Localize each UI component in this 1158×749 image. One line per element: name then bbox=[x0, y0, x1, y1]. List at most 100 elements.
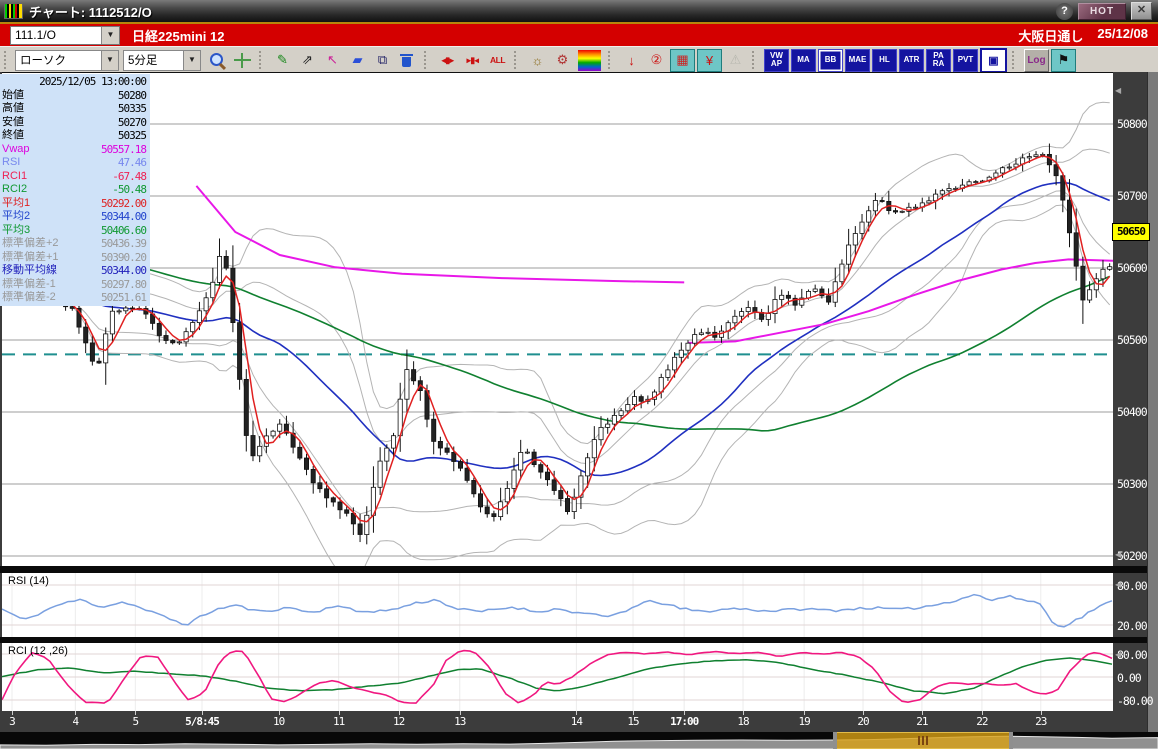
info-row-label: 標準偏差-2 bbox=[2, 291, 56, 303]
timeframe-select[interactable]: 5分足 ▼ bbox=[123, 49, 201, 71]
rsi-panel[interactable]: RSI (14) bbox=[2, 573, 1113, 637]
widen-bars-icon[interactable]: ◂▮▸ bbox=[436, 49, 459, 71]
session-date: 25/12/08 bbox=[1097, 25, 1148, 41]
info-row-label: 標準偏差+1 bbox=[2, 250, 59, 263]
info-row-value: 50297.80 bbox=[101, 277, 147, 291]
timeframe-value: 5分足 bbox=[128, 55, 158, 67]
symbol-dropdown-arrow-icon[interactable]: ▼ bbox=[101, 26, 119, 44]
info-row-value: 50270 bbox=[117, 115, 147, 129]
navigator-grip[interactable] bbox=[1009, 732, 1014, 749]
frame-button[interactable]: ▣ bbox=[980, 47, 1007, 73]
navigator-minimap[interactable] bbox=[0, 732, 1158, 749]
atr-button[interactable]: ATR bbox=[899, 48, 924, 72]
toolbar-grip bbox=[259, 51, 265, 69]
time-tick-mark bbox=[459, 711, 461, 715]
panel-collapse-arrow[interactable]: ◀ bbox=[1115, 650, 1122, 659]
time-tick-mark bbox=[576, 711, 578, 715]
bb-button[interactable]: BB bbox=[818, 48, 843, 72]
symbol-select[interactable]: 111.1/O ▼ bbox=[10, 25, 120, 45]
info-row-value: 50390.20 bbox=[101, 250, 147, 264]
navigator-handle[interactable] bbox=[917, 736, 928, 745]
rci-panel[interactable]: RCI (12 ,26) bbox=[2, 643, 1113, 711]
price-axis-label: 50300 bbox=[1117, 477, 1148, 491]
log-scale-button[interactable]: Log bbox=[1024, 48, 1049, 72]
toolbar-grip bbox=[514, 51, 520, 69]
panel-collapse-arrow[interactable]: ◀ bbox=[1115, 86, 1122, 95]
info-row: 平均1 50292.00 bbox=[0, 197, 150, 211]
time-axis-label: 3 bbox=[9, 715, 16, 728]
panel-collapse-arrow[interactable]: ◀ bbox=[1115, 550, 1122, 559]
zoom-icon[interactable] bbox=[206, 49, 229, 71]
rsi-svg bbox=[2, 573, 1113, 637]
mae-button[interactable]: MAE bbox=[845, 48, 870, 72]
info-row-label: 標準偏差-1 bbox=[2, 277, 56, 290]
main-chart-plot[interactable] bbox=[2, 72, 1113, 567]
pvt-button[interactable]: PVT bbox=[953, 48, 978, 72]
trendline-icon[interactable]: ⇗ bbox=[296, 49, 319, 71]
last-price-tag: 50650 bbox=[1112, 223, 1150, 241]
info-row: 終値 50325 bbox=[0, 129, 150, 143]
panel-separator[interactable] bbox=[0, 637, 1147, 643]
board-icon[interactable]: ▦ bbox=[670, 48, 695, 72]
chevron-down-icon[interactable]: ▼ bbox=[101, 50, 118, 70]
toolbar: ローソク ▼ 5分足 ▼ ✎ ⇗ ↖ ▰ ⧉ ◂▮▸ ▸▮◂ ALL ☼ ⚙ ↓ ② ▦ ¥ ⚠ VW AP M… bbox=[0, 46, 1158, 74]
time-tick-mark bbox=[1040, 711, 1042, 715]
info-row: Vwap 50557.18 bbox=[0, 143, 150, 157]
info-row: 始値 50280 bbox=[0, 89, 150, 103]
chart-type-select[interactable]: ローソク ▼ bbox=[15, 49, 119, 71]
time-axis-label: 22 bbox=[976, 715, 988, 728]
ma-button[interactable]: MA bbox=[791, 48, 816, 72]
info-row-label: 安値 bbox=[2, 115, 24, 128]
appearance-icon[interactable]: ☼ bbox=[526, 49, 549, 71]
close-button[interactable]: ✕ bbox=[1131, 2, 1152, 20]
copy-icon[interactable]: ⧉ bbox=[371, 49, 394, 71]
info-row: RCI1 -67.48 bbox=[0, 170, 150, 184]
time-tick-mark bbox=[278, 711, 280, 715]
info-row-value: 50344.00 bbox=[101, 210, 147, 223]
ohlc-info-panel: 2025/12/05 13:00:00 始値 50280 高値 50335 安値 5027… bbox=[0, 74, 150, 306]
time-tick-mark bbox=[743, 711, 745, 715]
rsi-axis-label: 20.00 bbox=[1117, 619, 1148, 633]
delete-icon[interactable] bbox=[396, 49, 419, 71]
panel-collapse-arrow[interactable]: ◀ bbox=[1115, 580, 1122, 589]
position-flag-icon[interactable]: ⚑ bbox=[1051, 48, 1076, 72]
info-row-label: 高値 bbox=[2, 102, 24, 114]
vertical-scrollbar[interactable] bbox=[1147, 72, 1158, 732]
yen-order-icon[interactable]: ¥ bbox=[697, 48, 722, 72]
info-row-value: 50436.39 bbox=[101, 237, 147, 250]
draw-pencil-icon[interactable]: ✎ bbox=[271, 49, 294, 71]
alert-disabled-icon[interactable]: ⚠ bbox=[724, 49, 747, 71]
vwap-button[interactable]: VW AP bbox=[764, 48, 789, 72]
hot-badge[interactable]: HOT bbox=[1078, 2, 1126, 20]
price-axis bbox=[1113, 72, 1147, 732]
symbol-bar: 111.1/O ▼ 日経225mini 12 大阪日通し 25/12/08 bbox=[0, 24, 1158, 46]
select-cursor-icon[interactable]: ↖ bbox=[321, 49, 344, 71]
rci-axis-label: 0.00 bbox=[1117, 671, 1142, 685]
para-button[interactable]: PA RA bbox=[926, 48, 951, 72]
panel-separator[interactable] bbox=[0, 566, 1147, 573]
info-row: 標準偏差-1 50297.80 bbox=[0, 278, 150, 292]
chevron-down-icon[interactable]: ▼ bbox=[183, 50, 200, 70]
zoom-range-icon[interactable]: ② bbox=[645, 49, 668, 71]
time-tick-mark bbox=[863, 711, 865, 715]
info-row-label: 平均1 bbox=[2, 196, 31, 209]
info-row-label: Vwap bbox=[2, 142, 30, 155]
grid-settings-icon[interactable] bbox=[231, 49, 254, 71]
help-button[interactable]: ? bbox=[1056, 2, 1073, 20]
tools-icon[interactable]: ⚙ bbox=[551, 49, 574, 71]
info-row: 高値 50335 bbox=[0, 102, 150, 116]
rci-axis-label: 80.00 bbox=[1117, 648, 1148, 662]
chart-app-icon bbox=[4, 3, 23, 19]
narrow-bars-icon[interactable]: ▸▮◂ bbox=[461, 49, 484, 71]
eraser-icon[interactable]: ▰ bbox=[346, 49, 369, 71]
rsi-panel-label: RSI (14) bbox=[8, 575, 49, 587]
toolbar-grip bbox=[608, 51, 614, 69]
time-tick-mark bbox=[981, 711, 983, 715]
symbol-code: 111.1/O bbox=[15, 28, 56, 42]
price-alert-icon[interactable]: ↓ bbox=[620, 49, 643, 71]
navigator-grip[interactable] bbox=[832, 732, 837, 749]
show-all-icon[interactable]: ALL bbox=[486, 49, 509, 71]
hl-button[interactable]: HL bbox=[872, 48, 897, 72]
colors-icon[interactable] bbox=[576, 47, 603, 73]
